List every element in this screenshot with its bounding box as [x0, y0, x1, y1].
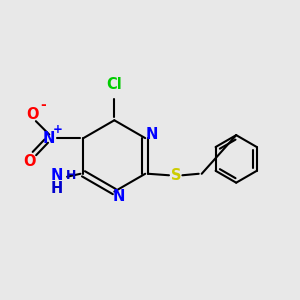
Text: O: O — [27, 107, 39, 122]
Text: N: N — [112, 190, 125, 205]
Text: O: O — [24, 154, 36, 169]
Text: N: N — [43, 130, 56, 146]
Text: Cl: Cl — [106, 77, 122, 92]
Text: N: N — [50, 168, 63, 183]
Text: S: S — [171, 168, 182, 183]
Text: +: + — [52, 123, 62, 136]
Text: -: - — [40, 98, 46, 112]
Text: H: H — [66, 169, 76, 182]
Text: H: H — [51, 181, 63, 196]
Text: N: N — [146, 127, 158, 142]
